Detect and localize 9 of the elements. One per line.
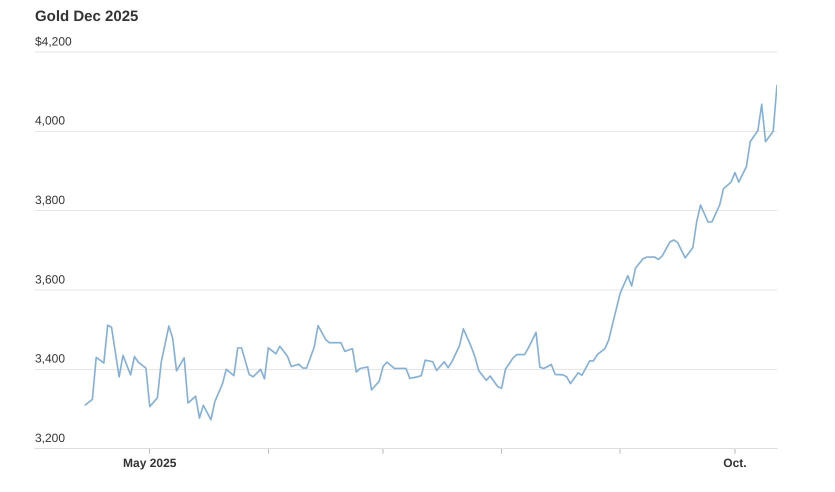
chart-title: Gold Dec 2025 [35, 8, 138, 26]
y-tick-label: 4,000 [35, 114, 66, 128]
y-tick-label: 3,400 [35, 352, 66, 366]
y-tick-label: $4,200 [35, 34, 72, 48]
x-tick-label: Oct. [723, 456, 747, 470]
y-tick-label: 3,800 [35, 192, 66, 207]
y-tick-label: 3,600 [35, 272, 66, 286]
y-tick-label: 3,200 [35, 430, 66, 445]
x-tick-label: May 2025 [123, 456, 177, 470]
